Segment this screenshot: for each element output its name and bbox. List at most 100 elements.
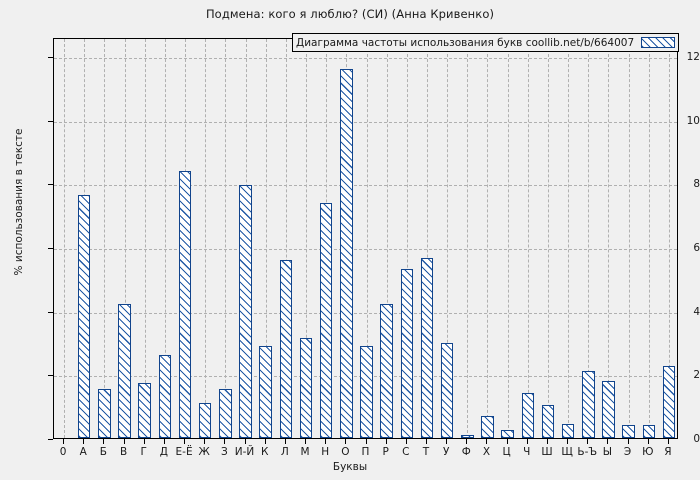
gridline-vertical	[608, 39, 610, 438]
bar-Ы	[602, 381, 615, 438]
y-tick-mark	[48, 120, 53, 122]
y-tick-mark	[48, 311, 53, 313]
gridline-vertical	[648, 39, 650, 438]
gridline-vertical	[568, 39, 570, 438]
x-tick-mark	[244, 439, 246, 444]
bar-Ш	[541, 404, 555, 438]
bar-М	[299, 337, 313, 438]
gridline-vertical	[366, 39, 368, 438]
x-tick-label-Е-Ё: Е-Ё	[175, 446, 193, 458]
x-tick-label-Г: Г	[140, 446, 147, 458]
x-tick-label-З: З	[220, 446, 228, 458]
x-tick-label-Ю: Ю	[642, 446, 654, 458]
x-tick-label-К: К	[260, 446, 269, 458]
x-tick-mark	[163, 439, 165, 444]
x-tick-label-У: У	[442, 446, 450, 458]
bar-Н	[319, 202, 333, 438]
gridline-vertical	[306, 39, 308, 438]
x-tick-label-Т: Т	[422, 446, 430, 458]
x-tick-mark	[607, 439, 609, 444]
y-tick-label: 4	[693, 305, 700, 318]
gridline-vertical	[628, 39, 630, 438]
x-tick-label-Я: Я	[664, 446, 672, 458]
bar-З	[219, 388, 232, 438]
y-tick-label: 12	[686, 51, 700, 64]
x-tick-label-Х: Х	[482, 446, 491, 458]
x-tick-label-А: А	[79, 446, 87, 458]
bar-Б	[98, 388, 111, 438]
legend: Диаграмма частоты использования букв coo…	[292, 33, 680, 52]
x-tick-label-0: 0	[59, 446, 67, 458]
bar-Ю	[642, 425, 655, 438]
bar-Ь-Ъ	[582, 371, 595, 438]
x-tick-label-Ч: Ч	[523, 446, 531, 458]
y-tick-label: 0	[693, 433, 700, 445]
bar-Ц	[501, 430, 514, 438]
x-tick-mark	[667, 439, 669, 444]
x-tick-mark	[305, 439, 307, 444]
x-tick-mark	[365, 439, 367, 444]
y-tick-mark	[48, 375, 53, 377]
x-tick-mark	[446, 439, 448, 444]
bar-У	[440, 342, 454, 438]
gridline-vertical	[265, 39, 267, 438]
x-tick-mark	[325, 439, 327, 444]
gridline-vertical	[467, 39, 469, 438]
bar-С	[400, 269, 414, 438]
x-tick-label-С: С	[402, 446, 410, 458]
x-tick-mark	[224, 439, 226, 444]
x-tick-mark	[143, 439, 145, 444]
x-tick-mark	[385, 439, 387, 444]
x-tick-mark	[526, 439, 528, 444]
gridline-horizontal	[54, 58, 677, 60]
x-tick-label-Ш: Ш	[541, 446, 553, 458]
gridline-vertical	[386, 39, 388, 438]
x-tick-label-В: В	[119, 446, 128, 458]
bar-Т	[420, 258, 434, 438]
page-title: Подмена: кого я люблю? (СИ) (Анна Кривен…	[205, 7, 495, 21]
x-tick-mark	[587, 439, 589, 444]
x-tick-label-Ы: Ы	[602, 446, 613, 458]
gridline-vertical	[426, 39, 428, 438]
gridline-vertical	[144, 39, 146, 438]
bar-Я	[662, 366, 676, 438]
gridline-vertical	[527, 39, 529, 438]
x-tick-mark	[627, 439, 629, 444]
x-tick-mark	[284, 439, 286, 444]
gridline-vertical	[285, 39, 287, 438]
gridline-vertical	[104, 39, 106, 438]
y-tick-label: 2	[693, 369, 700, 382]
gridline-vertical	[406, 39, 408, 438]
y-axis-label: % использования в тексте	[13, 128, 25, 276]
gridline-vertical	[507, 39, 509, 438]
y-tick-label: 10	[686, 114, 700, 127]
legend-entry-label: Диаграмма частоты использования букв coo…	[296, 36, 635, 49]
bar-Д	[158, 355, 172, 438]
x-tick-mark	[425, 439, 427, 444]
x-tick-mark	[486, 439, 488, 444]
x-tick-mark	[123, 439, 125, 444]
gridline-vertical	[487, 39, 489, 438]
gridline-vertical	[588, 39, 590, 438]
bar-Л	[279, 259, 293, 438]
bar-Э	[622, 425, 635, 438]
x-tick-mark	[567, 439, 569, 444]
bar-Ч	[521, 393, 535, 438]
x-tick-label-Л: Л	[280, 446, 289, 458]
bars-layer	[54, 39, 677, 438]
y-tick-mark	[48, 57, 53, 59]
legend-swatch-icon	[641, 37, 676, 48]
x-tick-label-П: П	[361, 446, 370, 458]
gridline-horizontal	[54, 121, 677, 123]
x-tick-label-Б: Б	[99, 446, 107, 458]
x-tick-label-Ц: Ц	[502, 446, 511, 458]
bar-В	[118, 304, 131, 438]
gridline-vertical	[225, 39, 227, 438]
x-tick-label-Э: Э	[623, 446, 632, 458]
plot-area	[53, 38, 678, 439]
gridline-horizontal	[54, 185, 677, 187]
x-tick-mark	[345, 439, 347, 444]
gridline-vertical	[205, 39, 207, 438]
gridline-vertical	[447, 39, 449, 438]
